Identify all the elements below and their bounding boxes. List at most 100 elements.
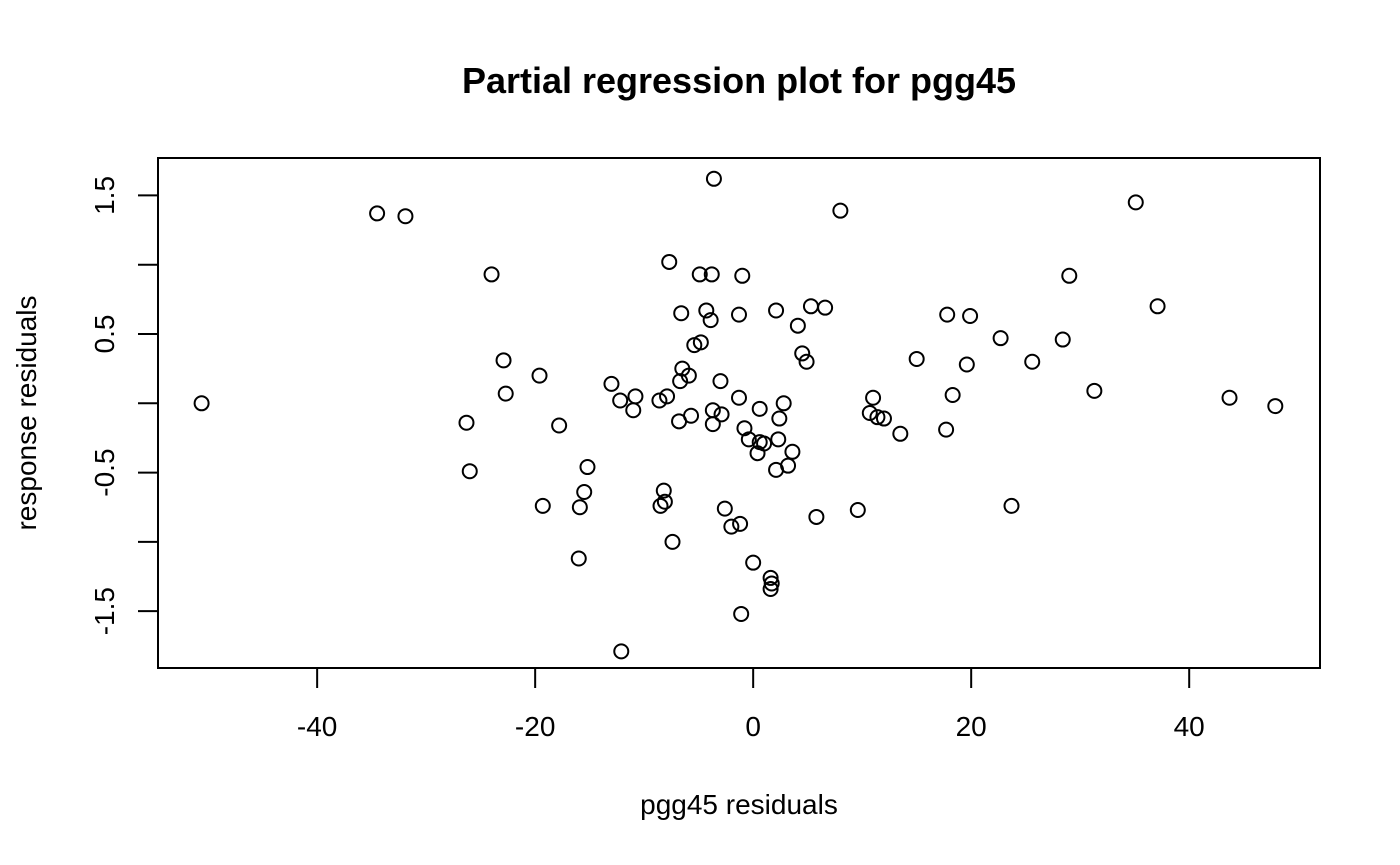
data-point — [732, 515, 749, 532]
data-point — [703, 266, 720, 283]
data-point — [1149, 298, 1166, 315]
data-point — [576, 483, 593, 500]
data-point — [627, 388, 644, 405]
data-point — [603, 375, 620, 392]
data-point — [497, 385, 514, 402]
data-point — [705, 170, 722, 187]
data-point — [794, 345, 811, 362]
data-point — [673, 305, 690, 322]
data-point — [713, 406, 730, 423]
data-point — [656, 493, 673, 510]
y-axis-label: response residuals — [11, 295, 42, 530]
x-axis: -40 -20 0 20 40 — [297, 667, 1205, 742]
data-point — [861, 405, 878, 421]
data-point — [731, 306, 747, 323]
data-point — [534, 497, 551, 514]
data-point — [704, 416, 721, 433]
data-point — [461, 463, 478, 480]
data-point — [1054, 331, 1071, 348]
y-tick-label: -1.5 — [89, 587, 120, 635]
data-point — [762, 581, 779, 598]
x-tick-label: 20 — [956, 711, 987, 742]
x-axis-label: pgg45 residuals — [640, 789, 838, 820]
data-point — [1061, 267, 1078, 284]
x-tick-label: 40 — [1174, 711, 1205, 742]
data-points — [193, 170, 1284, 660]
data-point — [763, 575, 780, 592]
data-point — [939, 306, 956, 323]
data-point — [802, 298, 819, 315]
data-point — [369, 205, 386, 222]
data-point — [775, 395, 792, 412]
data-point — [1127, 194, 1144, 211]
data-point — [784, 443, 801, 460]
data-point — [875, 410, 892, 427]
x-tick-label: -40 — [297, 711, 337, 742]
data-point — [704, 402, 721, 419]
data-point — [832, 202, 849, 219]
data-point — [992, 330, 1009, 347]
data-point — [1024, 353, 1041, 370]
data-point — [908, 350, 925, 367]
data-point — [958, 356, 975, 373]
data-point — [612, 392, 629, 409]
data-point — [613, 643, 630, 660]
data-point — [745, 554, 762, 571]
chart-title: Partial regression plot for pgg45 — [462, 60, 1016, 101]
data-point — [740, 431, 757, 448]
data-point — [571, 499, 588, 516]
data-point — [780, 457, 797, 474]
data-point — [716, 500, 733, 517]
data-point — [551, 417, 568, 434]
data-point — [193, 395, 210, 412]
data-point — [698, 302, 715, 319]
data-point — [808, 508, 825, 525]
data-point — [849, 502, 866, 519]
data-point — [798, 353, 815, 370]
data-point — [659, 388, 676, 405]
data-point — [762, 569, 779, 586]
data-point — [962, 307, 979, 324]
data-point — [692, 334, 709, 351]
data-point — [625, 402, 642, 419]
y-axis: -1.5 -0.5 0.5 1.5 — [89, 176, 159, 635]
data-point — [756, 435, 773, 452]
data-point — [652, 497, 669, 514]
data-point — [531, 367, 548, 384]
data-point — [770, 431, 787, 448]
data-point — [869, 409, 886, 426]
data-point — [734, 267, 751, 284]
data-point — [1003, 497, 1020, 514]
data-point — [944, 386, 961, 403]
data-point — [768, 302, 785, 319]
data-point — [731, 389, 747, 406]
data-point — [483, 266, 500, 283]
y-tick-label: 0.5 — [89, 315, 120, 354]
data-point — [664, 533, 681, 550]
data-point — [397, 208, 414, 225]
data-point — [655, 482, 672, 499]
data-point — [661, 253, 678, 270]
data-point — [680, 367, 697, 384]
data-point — [751, 400, 768, 417]
data-point — [736, 420, 753, 437]
data-point — [1267, 398, 1284, 415]
plot-frame — [157, 157, 1321, 669]
data-point — [1221, 389, 1238, 406]
y-tick-label: 1.5 — [89, 176, 120, 215]
data-point — [579, 459, 596, 476]
data-point — [771, 410, 788, 427]
data-point — [702, 312, 719, 329]
data-point — [789, 317, 806, 334]
data-point — [817, 299, 834, 316]
x-tick-label: -20 — [515, 711, 555, 742]
data-point — [1086, 382, 1103, 399]
y-tick-label: -0.5 — [89, 448, 120, 496]
data-point — [672, 373, 689, 390]
data-point — [458, 414, 475, 431]
data-point — [691, 266, 708, 283]
data-point — [683, 407, 700, 424]
data-point — [570, 550, 587, 567]
data-point — [495, 352, 512, 369]
data-point — [712, 373, 729, 390]
